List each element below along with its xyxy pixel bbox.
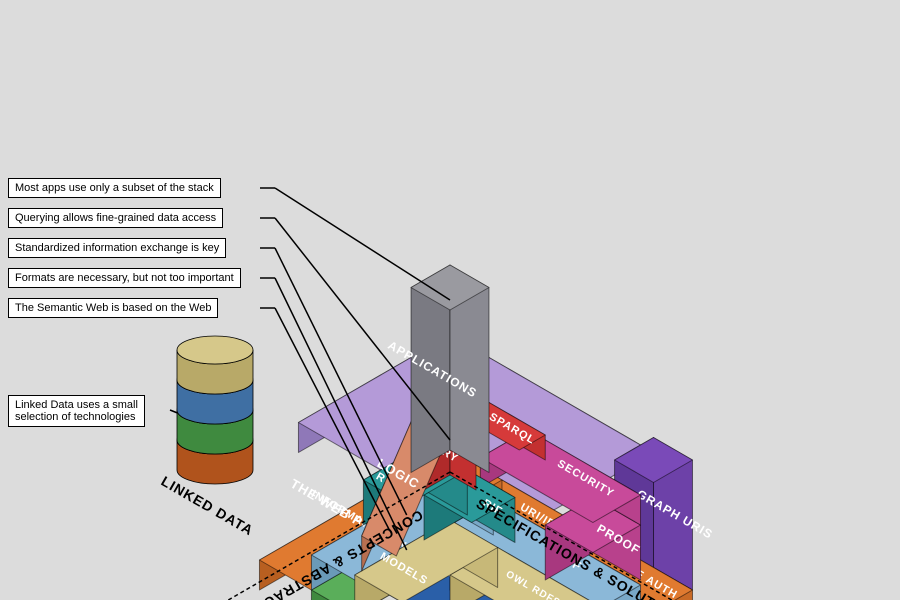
annot-2: Standardized information exchange is key [8,238,226,258]
annot-3: Formats are necessary, but not too impor… [8,268,241,288]
annot-4: The Semantic Web is based on the Web [8,298,218,318]
annot-0: Most apps use only a subset of the stack [8,178,221,198]
annot-1: Querying allows fine-grained data access [8,208,223,228]
linked-data-cylinder [177,336,253,484]
annot-cyl: Linked Data uses a small selection of te… [8,395,145,427]
